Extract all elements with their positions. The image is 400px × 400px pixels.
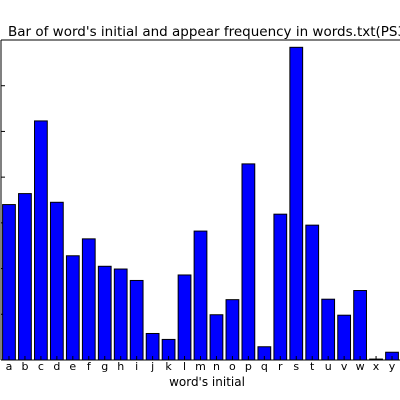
x-tick-label-j: j [150,360,154,373]
x-tick-label-t: t [310,360,315,373]
x-tick-label-r: r [278,360,283,373]
x-tick-label-e: e [69,360,76,373]
bar-v [337,314,352,361]
bar-s [289,46,304,361]
bar-e [65,255,80,361]
x-tick-label-g: g [101,360,108,373]
bar-l [177,274,192,361]
bar-a [2,204,16,361]
bar-d [49,201,64,361]
bar-f [81,238,96,361]
x-tick-label-b: b [21,360,28,373]
bar-w [353,290,367,361]
bar-h [113,268,128,361]
x-tick-label-m: m [195,360,206,373]
bar-r [273,213,288,361]
x-tick-label-h: h [117,360,124,373]
bar-g [97,265,112,361]
bar-n [209,314,224,361]
bar-p [241,163,256,361]
bar-u [321,298,336,361]
x-tick-label-i: i [135,360,138,373]
x-tick-label-d: d [53,360,60,373]
x-tick-label-w: w [356,360,365,373]
bars-group [2,46,399,361]
x-tick-label-o: o [229,360,236,373]
x-tick-label-y: y [389,360,396,373]
x-tick-label-p: p [245,360,252,373]
x-axis-label: word's initial [169,375,245,389]
x-tick-label-n: n [213,360,220,373]
bar-i [129,279,144,361]
bar-b [18,193,32,361]
x-tick-label-k: k [165,360,172,373]
bar-o [225,299,240,361]
x-tick-label-u: u [325,360,332,373]
x-tick-label-f: f [87,360,92,373]
x-tick-label-a: a [6,360,13,373]
x-tick-label-s: s [293,360,299,373]
x-tick-label-l: l [183,360,186,373]
x-tick-label-v: v [341,360,348,373]
x-tick-label-x: x [373,360,380,373]
bar-c [34,120,48,361]
x-tick-label-c: c [38,360,44,373]
chart-title: Bar of word's initial and appear frequen… [8,24,400,40]
bar-m [193,230,208,361]
bar-t [305,224,320,361]
x-tick-label-q: q [261,360,268,373]
